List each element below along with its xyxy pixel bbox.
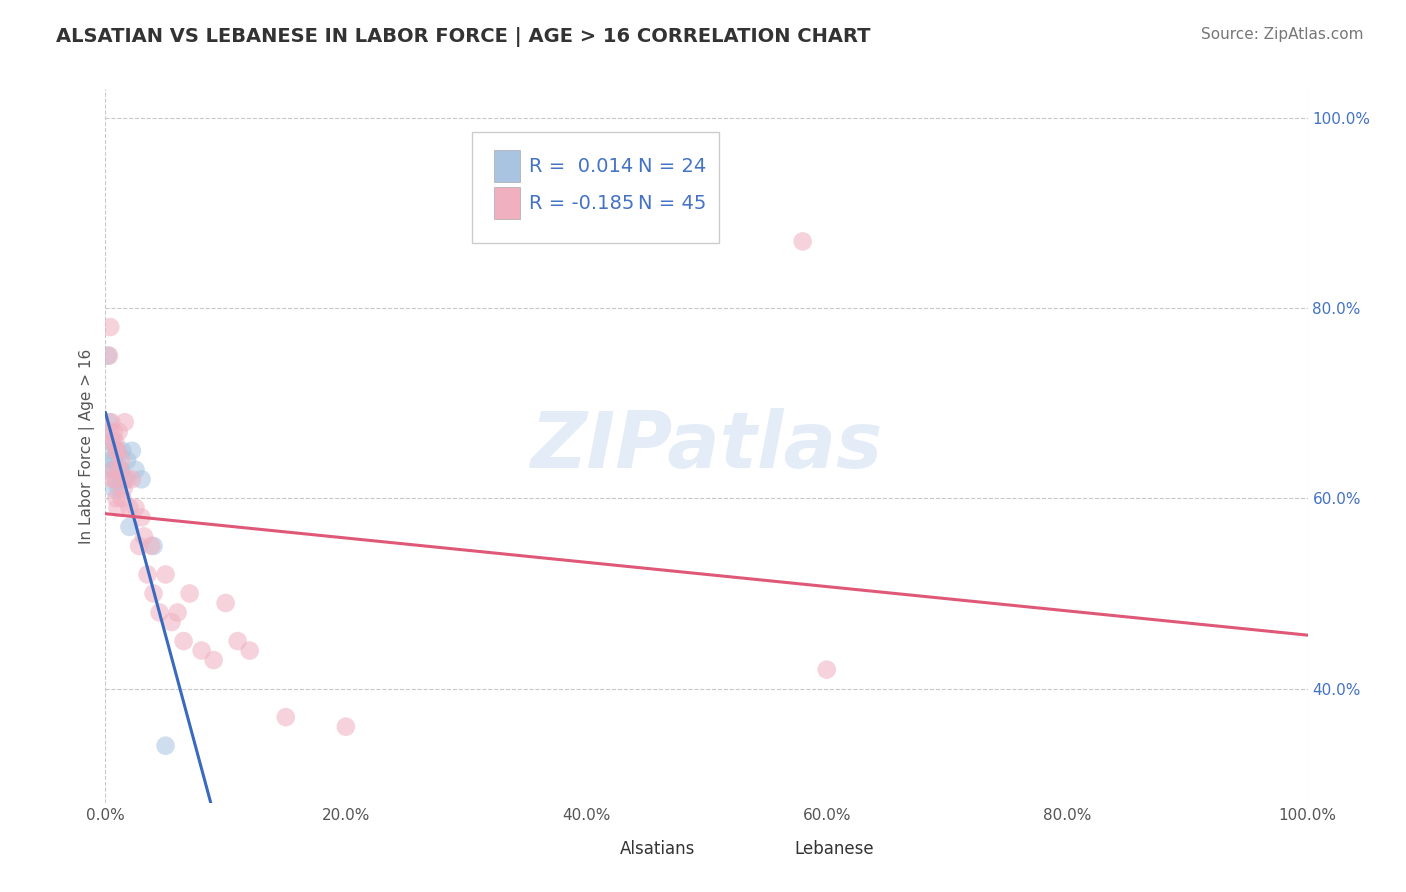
Point xyxy=(118,520,141,534)
Point xyxy=(101,453,124,467)
Point xyxy=(107,500,129,515)
Point xyxy=(226,634,249,648)
Point xyxy=(139,539,162,553)
Point xyxy=(190,643,212,657)
Point xyxy=(100,443,122,458)
Point xyxy=(107,425,129,439)
Point xyxy=(103,463,125,477)
Point xyxy=(101,472,124,486)
Point xyxy=(124,500,146,515)
Point xyxy=(104,472,127,486)
Point xyxy=(239,643,262,657)
FancyBboxPatch shape xyxy=(586,835,613,863)
Point xyxy=(112,482,135,496)
Point xyxy=(107,443,129,458)
Point xyxy=(98,434,121,449)
Point xyxy=(104,434,127,449)
Point xyxy=(98,320,121,334)
Point xyxy=(114,472,136,486)
Point xyxy=(111,443,134,458)
Point xyxy=(128,539,150,553)
Point xyxy=(160,615,183,629)
Point xyxy=(105,491,128,506)
Point xyxy=(100,463,122,477)
Point xyxy=(105,472,128,486)
Text: Source: ZipAtlas.com: Source: ZipAtlas.com xyxy=(1201,27,1364,42)
Point xyxy=(132,529,155,543)
Point xyxy=(112,472,135,486)
Text: Alsatians: Alsatians xyxy=(620,840,696,858)
Point xyxy=(98,349,121,363)
Point xyxy=(121,472,143,486)
Point xyxy=(98,415,121,429)
Point xyxy=(131,510,153,524)
FancyBboxPatch shape xyxy=(472,132,718,243)
Y-axis label: In Labor Force | Age > 16: In Labor Force | Age > 16 xyxy=(79,349,96,543)
Point xyxy=(104,453,127,467)
Point xyxy=(148,606,170,620)
Point xyxy=(97,349,120,363)
Point xyxy=(103,425,125,439)
Point xyxy=(792,235,814,249)
Point xyxy=(107,482,129,496)
Point xyxy=(115,472,138,486)
Point xyxy=(155,567,177,582)
Point xyxy=(110,453,132,467)
Point xyxy=(274,710,297,724)
Text: ALSATIAN VS LEBANESE IN LABOR FORCE | AGE > 16 CORRELATION CHART: ALSATIAN VS LEBANESE IN LABOR FORCE | AG… xyxy=(56,27,870,46)
Point xyxy=(100,415,122,429)
Text: Lebanese: Lebanese xyxy=(794,840,875,858)
FancyBboxPatch shape xyxy=(494,187,520,219)
Point xyxy=(107,443,129,458)
Text: R =  0.014: R = 0.014 xyxy=(529,157,633,176)
Text: N = 45: N = 45 xyxy=(638,194,706,213)
Point xyxy=(815,663,838,677)
Point xyxy=(110,463,132,477)
Point xyxy=(105,443,128,458)
Point xyxy=(155,739,177,753)
FancyBboxPatch shape xyxy=(494,150,520,182)
Point xyxy=(179,586,201,600)
FancyBboxPatch shape xyxy=(761,835,787,863)
Point xyxy=(173,634,195,648)
Point xyxy=(103,482,125,496)
Point xyxy=(108,463,131,477)
Point xyxy=(115,453,138,467)
Point xyxy=(103,463,125,477)
Point xyxy=(166,606,188,620)
Point xyxy=(214,596,236,610)
Text: ZIPatlas: ZIPatlas xyxy=(530,408,883,484)
Point xyxy=(142,586,165,600)
Point xyxy=(101,434,124,449)
Point xyxy=(136,567,159,582)
Point xyxy=(121,443,143,458)
Text: N = 24: N = 24 xyxy=(638,157,706,176)
Point xyxy=(114,415,136,429)
Point xyxy=(131,472,153,486)
Text: R = -0.185: R = -0.185 xyxy=(529,194,634,213)
Point xyxy=(335,720,357,734)
Point xyxy=(108,463,131,477)
Point xyxy=(142,539,165,553)
Point xyxy=(98,425,121,439)
Point xyxy=(202,653,225,667)
Point xyxy=(118,500,141,515)
Point xyxy=(124,463,146,477)
Point xyxy=(111,491,134,506)
